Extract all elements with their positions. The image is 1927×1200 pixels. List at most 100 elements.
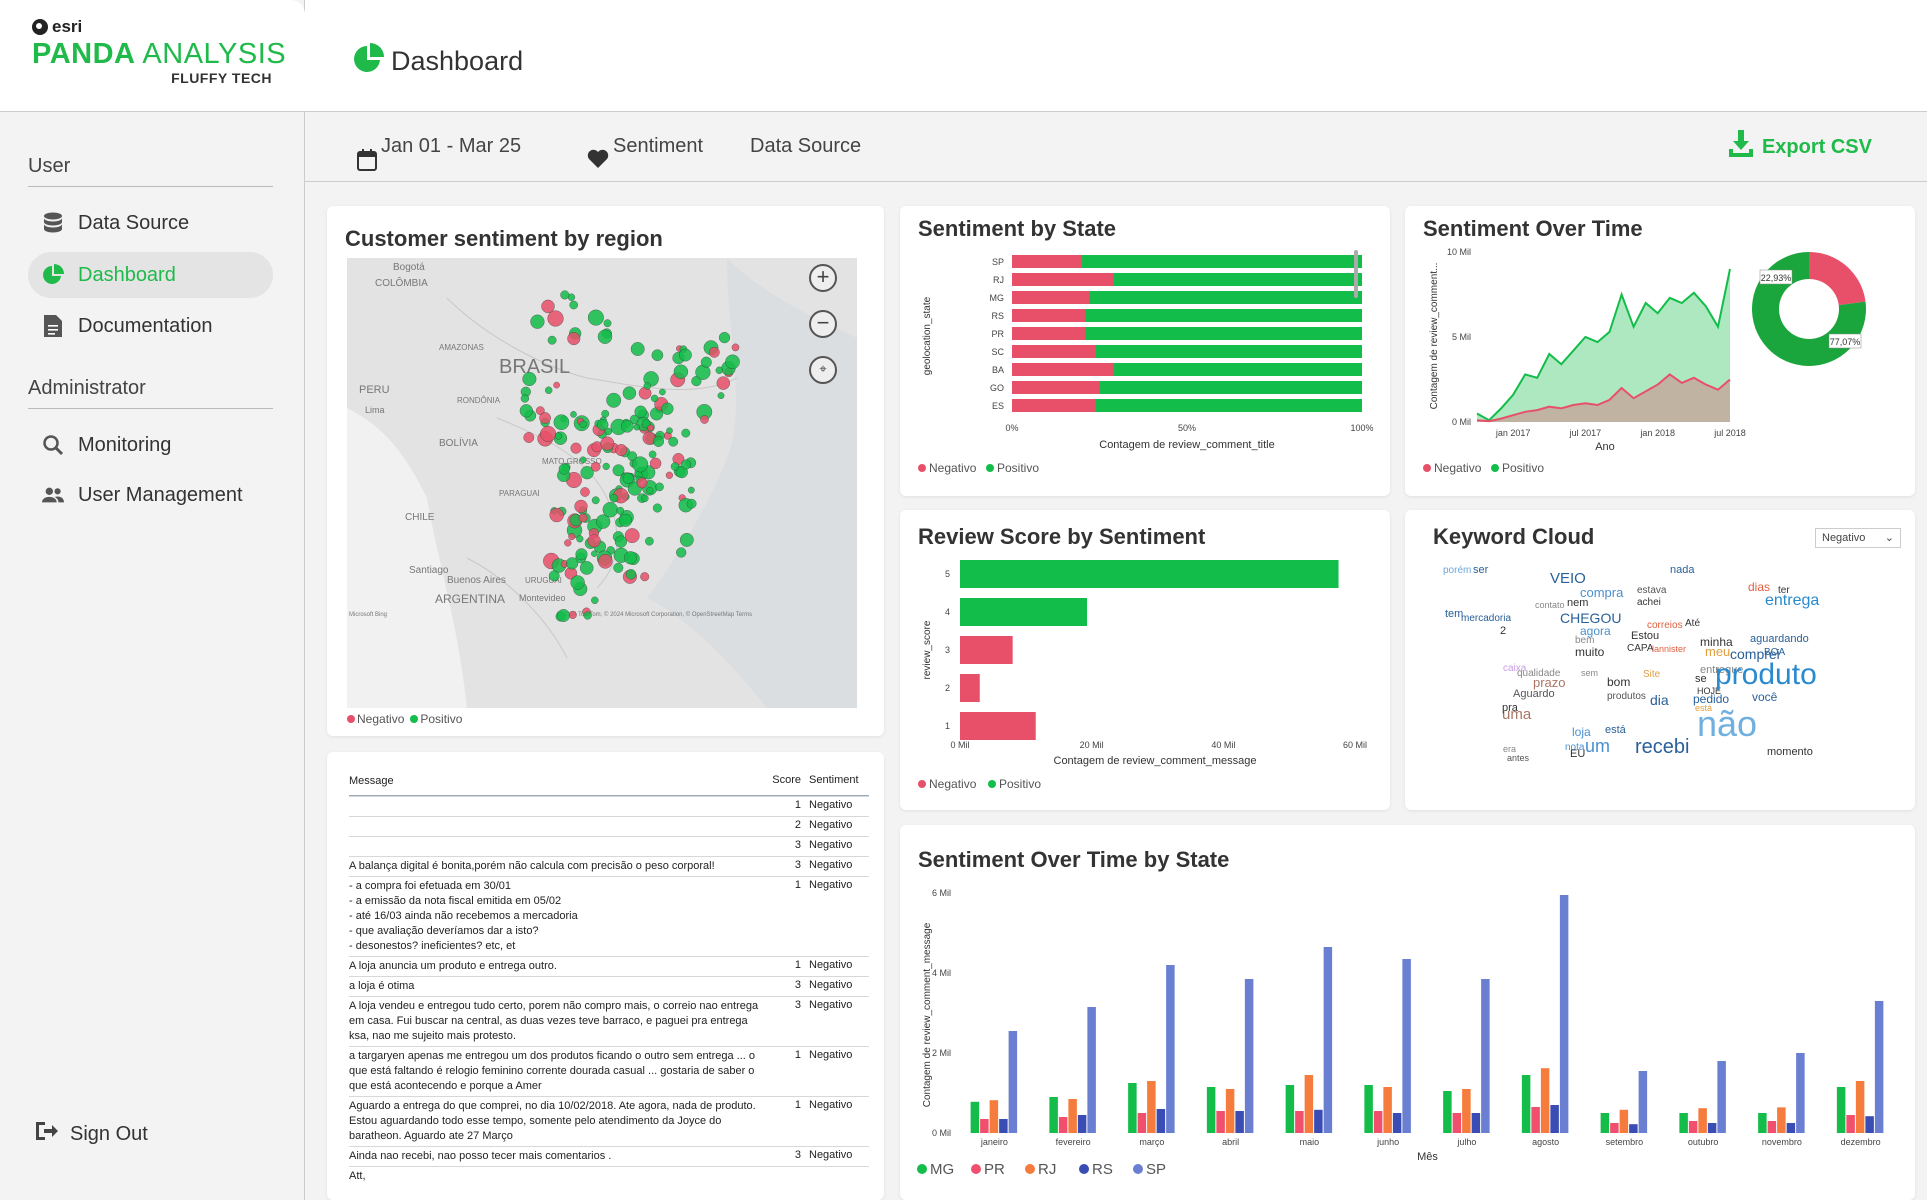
date-filter[interactable]: Jan 01 - Mar 25 — [357, 135, 521, 177]
keyword[interactable]: sem — [1581, 668, 1599, 678]
keyword[interactable]: antes — [1507, 753, 1530, 763]
keyword[interactable]: nada — [1670, 564, 1695, 576]
sentiment-map[interactable]: Bogotá COLÔMBIA AMAZONAS PERU Lima BRASIL ROND… — [347, 258, 857, 708]
keyword[interactable]: contato — [1535, 600, 1565, 610]
keyword[interactable]: um — [1585, 736, 1611, 756]
keyword[interactable]: pedido — [1693, 692, 1730, 706]
keyword[interactable]: CHEGOU — [1560, 610, 1622, 626]
bar-positivo — [1096, 399, 1362, 412]
table-row[interactable]: - a compra foi efetuada em 30/01 - a emi… — [349, 876, 869, 956]
keyword[interactable]: Aguardo — [1513, 688, 1555, 700]
keyword[interactable]: Até — [1685, 618, 1701, 629]
keyword[interactable]: está — [1695, 703, 1713, 713]
keyword[interactable]: caixa — [1503, 663, 1527, 674]
tick-label-y: 0 Mil — [1452, 417, 1471, 427]
keyword[interactable]: porém — [1443, 565, 1472, 576]
table-row[interactable]: 2 Negativo — [349, 816, 869, 836]
sidebar-item-data-source[interactable]: Data Source — [28, 200, 273, 246]
sign-out-button[interactable]: Sign Out — [34, 1120, 148, 1148]
keyword[interactable]: prazo — [1533, 675, 1566, 690]
keyword[interactable]: recebi — [1635, 736, 1690, 758]
keyword[interactable]: bom — [1607, 675, 1631, 689]
keyword[interactable]: era — [1503, 744, 1517, 754]
keyword[interactable]: aguardando — [1750, 633, 1809, 645]
keyword[interactable]: Site — [1643, 669, 1661, 680]
zoom-in-button[interactable]: + — [809, 264, 837, 292]
keyword[interactable]: nem — [1567, 597, 1589, 609]
keyword[interactable]: mercadoria — [1461, 613, 1512, 624]
keyword[interactable]: tem — [1445, 608, 1464, 620]
header-message[interactable]: Message — [349, 775, 394, 787]
bar-sp — [1559, 895, 1569, 1133]
keyword[interactable]: pra — [1502, 702, 1518, 714]
map-bubble — [717, 392, 725, 400]
sidebar-item-monitoring[interactable]: Monitoring — [28, 422, 273, 468]
keyword[interactable]: muito — [1575, 645, 1605, 659]
sidebar-item-dashboard[interactable]: Dashboard — [28, 252, 273, 298]
keyword[interactable]: produtos — [1607, 691, 1646, 702]
header-sentiment[interactable]: Sentiment — [809, 774, 859, 786]
table-row[interactable]: a loja é otima 3 Negativo — [349, 976, 869, 996]
table-row[interactable]: Ainda nao recebi, nao posso tecer mais c… — [349, 1146, 869, 1166]
keyword[interactable]: se — [1695, 673, 1707, 685]
export-csv-button[interactable]: Export CSV — [1728, 130, 1872, 164]
tick-label-state: SP — [992, 257, 1004, 267]
table-row[interactable]: a targaryen apenas me entregou um dos pr… — [349, 1046, 869, 1096]
keyword[interactable]: minha — [1700, 635, 1733, 649]
keyword[interactable]: ser — [1473, 564, 1489, 576]
keyword[interactable]: lannister — [1652, 644, 1687, 654]
keyword[interactable]: produto — [1715, 658, 1817, 691]
keyword[interactable]: loja — [1572, 725, 1591, 739]
table-row[interactable]: A loja anuncia um produto e entrega outr… — [349, 956, 869, 976]
keyword[interactable]: entrega — [1765, 592, 1820, 609]
table-row[interactable]: Aguardo a entrega do que comprei, no dia… — [349, 1096, 869, 1146]
donut-label-box — [1828, 333, 1862, 349]
legend-negativo: Negativo — [929, 777, 977, 791]
keyword[interactable]: está — [1605, 724, 1626, 736]
keyword[interactable]: qualidade — [1517, 668, 1561, 679]
keyword[interactable]: dias — [1748, 580, 1771, 594]
map-bubble — [634, 405, 647, 418]
axis-label-x: Contagem de review_comment_message — [1054, 755, 1257, 767]
keyword[interactable]: correios — [1647, 620, 1683, 631]
select-tool-button[interactable]: ⌖ — [809, 356, 837, 384]
keyword[interactable]: você — [1752, 690, 1778, 704]
keyword[interactable]: uma — [1502, 706, 1532, 723]
keyword[interactable]: entregue — [1700, 664, 1744, 676]
keyword[interactable]: não — [1697, 703, 1758, 744]
axis-label-y: Contagem de review_comment... — [1429, 263, 1440, 410]
keyword[interactable]: CAPA — [1627, 643, 1654, 654]
sentiment-dropdown[interactable]: Negativo ⌄ — [1815, 528, 1901, 548]
table-row[interactable]: Att, — [349, 1166, 869, 1186]
keyword[interactable]: 2 — [1500, 625, 1507, 637]
keyword[interactable]: nota — [1565, 742, 1585, 753]
keyword[interactable]: achei — [1637, 597, 1661, 608]
table-row[interactable]: 1 Negativo — [349, 796, 869, 816]
cell-score: 3 — [794, 839, 801, 851]
data-source-filter[interactable]: Data Source — [750, 135, 861, 158]
keyword[interactable]: BOA — [1764, 647, 1786, 658]
sentiment-filter[interactable]: Sentiment — [587, 135, 703, 175]
bar-positivo — [1096, 345, 1362, 358]
keyword[interactable]: compra — [1580, 585, 1624, 600]
keyword[interactable]: momento — [1767, 746, 1813, 758]
keyword[interactable]: VEIO — [1550, 570, 1586, 587]
zoom-out-button[interactable]: − — [809, 310, 837, 338]
sidebar-item-user-management[interactable]: User Management — [28, 472, 273, 518]
sidebar-item-documentation[interactable]: Documentation — [28, 303, 273, 349]
table-row[interactable]: A balança digital é bonita,porém não cal… — [349, 856, 869, 876]
keyword[interactable]: comprei — [1730, 646, 1780, 662]
keyword[interactable]: estava — [1637, 585, 1667, 596]
keyword[interactable]: HOJE — [1697, 686, 1722, 696]
header-score[interactable]: Score — [772, 774, 801, 786]
keyword[interactable]: ter — [1778, 585, 1790, 596]
keyword[interactable]: EU — [1570, 748, 1586, 760]
table-row[interactable]: 3 Negativo — [349, 836, 869, 856]
keyword[interactable]: Estou — [1631, 630, 1660, 642]
keyword[interactable]: dia — [1650, 692, 1669, 708]
keyword[interactable]: bem — [1575, 635, 1595, 646]
keyword[interactable]: meu — [1705, 644, 1731, 659]
keyword[interactable]: agora — [1580, 624, 1611, 638]
app-logo[interactable]: PANDA ANALYSIS — [32, 38, 286, 71]
table-row[interactable]: A loja vendeu e entregou tudo certo, por… — [349, 996, 869, 1046]
